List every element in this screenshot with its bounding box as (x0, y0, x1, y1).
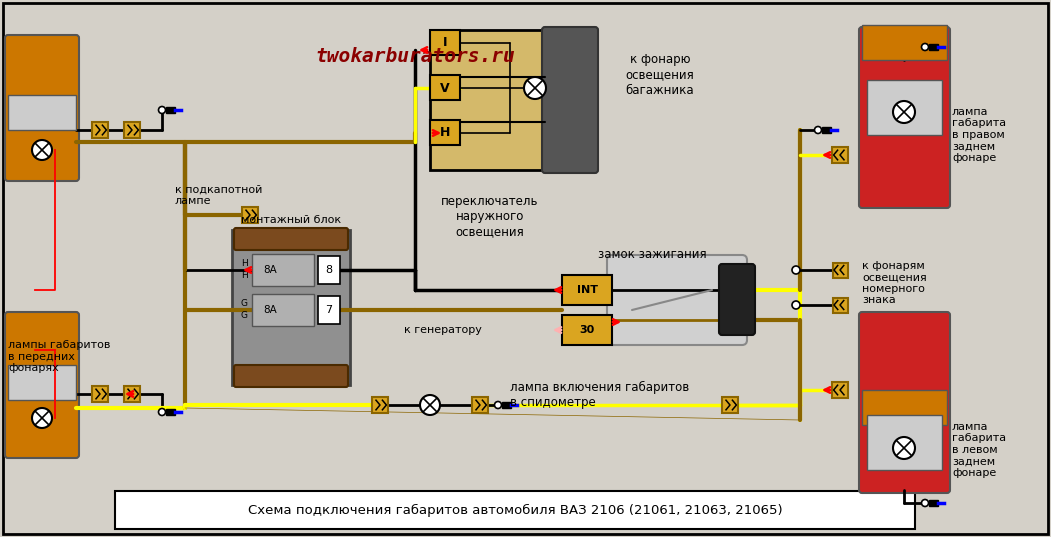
Text: к подкапотной
лампе: к подкапотной лампе (176, 184, 263, 206)
FancyBboxPatch shape (234, 365, 348, 387)
FancyBboxPatch shape (124, 122, 140, 138)
FancyBboxPatch shape (5, 35, 79, 181)
Text: монтажный блок: монтажный блок (241, 215, 342, 225)
Text: 8: 8 (326, 265, 332, 275)
FancyBboxPatch shape (318, 296, 341, 324)
Text: к фонарям
освещения
номерного
знака: к фонарям освещения номерного знака (862, 260, 927, 306)
Text: к фонарю
освещения
багажника: к фонарю освещения багажника (625, 54, 695, 97)
FancyBboxPatch shape (8, 365, 76, 400)
Text: H: H (241, 259, 247, 268)
Text: к генератору: к генератору (405, 325, 482, 335)
Circle shape (792, 301, 800, 309)
FancyBboxPatch shape (867, 80, 942, 135)
Text: Схема подключения габаритов автомобиля ВАЗ 2106 (21061, 21063, 21065): Схема подключения габаритов автомобиля В… (248, 504, 782, 517)
FancyBboxPatch shape (472, 397, 488, 413)
Circle shape (893, 101, 915, 123)
Text: лампа
габарита
в левом
заднем
фонаре: лампа габарита в левом заднем фонаре (952, 422, 1006, 478)
FancyBboxPatch shape (862, 390, 947, 425)
FancyBboxPatch shape (832, 263, 847, 278)
FancyBboxPatch shape (859, 27, 950, 208)
Text: 8A: 8A (263, 265, 276, 275)
Text: лампы габаритов
в передних
фонарях: лампы габаритов в передних фонарях (8, 340, 110, 373)
Circle shape (420, 395, 440, 415)
Text: 8A: 8A (263, 305, 276, 315)
FancyBboxPatch shape (3, 3, 1048, 534)
FancyBboxPatch shape (928, 500, 937, 506)
FancyBboxPatch shape (719, 264, 755, 335)
FancyBboxPatch shape (242, 207, 257, 223)
FancyBboxPatch shape (859, 312, 950, 493)
FancyBboxPatch shape (832, 382, 848, 398)
FancyBboxPatch shape (562, 315, 612, 345)
Circle shape (495, 402, 501, 409)
FancyBboxPatch shape (165, 107, 174, 113)
Text: лампа включения габаритов
в спидометре: лампа включения габаритов в спидометре (510, 381, 689, 409)
FancyBboxPatch shape (234, 228, 348, 250)
Text: 7: 7 (326, 305, 332, 315)
Text: лампа
габарита
в правом
заднем
фонаре: лампа габарита в правом заднем фонаре (952, 107, 1006, 163)
FancyBboxPatch shape (318, 256, 341, 284)
FancyBboxPatch shape (867, 415, 942, 470)
Circle shape (524, 77, 547, 99)
FancyBboxPatch shape (5, 312, 79, 458)
Circle shape (32, 408, 51, 428)
Text: H: H (439, 127, 450, 140)
Text: G: G (241, 311, 247, 321)
FancyBboxPatch shape (92, 122, 108, 138)
FancyBboxPatch shape (862, 25, 947, 60)
Text: I: I (442, 37, 448, 49)
FancyBboxPatch shape (430, 120, 460, 145)
FancyBboxPatch shape (252, 254, 314, 286)
Circle shape (922, 43, 928, 50)
Circle shape (159, 106, 165, 113)
FancyBboxPatch shape (430, 30, 545, 170)
Text: 30: 30 (579, 325, 595, 335)
FancyBboxPatch shape (232, 230, 350, 385)
FancyBboxPatch shape (501, 402, 511, 408)
FancyBboxPatch shape (822, 127, 830, 133)
FancyBboxPatch shape (562, 275, 612, 305)
Text: переключатель
наружного
освещения: переключатель наружного освещения (441, 195, 539, 238)
FancyBboxPatch shape (165, 409, 174, 415)
FancyBboxPatch shape (607, 255, 747, 345)
FancyBboxPatch shape (430, 75, 460, 100)
FancyBboxPatch shape (722, 397, 738, 413)
FancyBboxPatch shape (542, 27, 598, 173)
Circle shape (815, 127, 822, 134)
FancyBboxPatch shape (92, 386, 108, 402)
FancyBboxPatch shape (832, 147, 848, 163)
FancyBboxPatch shape (430, 30, 460, 55)
Text: замок зажигания: замок зажигания (598, 249, 706, 262)
FancyBboxPatch shape (832, 297, 847, 313)
FancyBboxPatch shape (372, 397, 388, 413)
Text: twokarburators.ru: twokarburators.ru (315, 47, 515, 67)
Circle shape (159, 409, 165, 416)
FancyBboxPatch shape (8, 95, 76, 130)
Text: INT: INT (577, 285, 598, 295)
FancyBboxPatch shape (928, 44, 937, 50)
Circle shape (792, 266, 800, 274)
Circle shape (922, 499, 928, 506)
Circle shape (893, 437, 915, 459)
Text: H: H (241, 272, 247, 280)
FancyBboxPatch shape (124, 386, 140, 402)
Text: V: V (440, 82, 450, 95)
Circle shape (32, 140, 51, 160)
FancyBboxPatch shape (115, 491, 915, 529)
FancyBboxPatch shape (252, 294, 314, 326)
Text: G: G (241, 300, 247, 308)
